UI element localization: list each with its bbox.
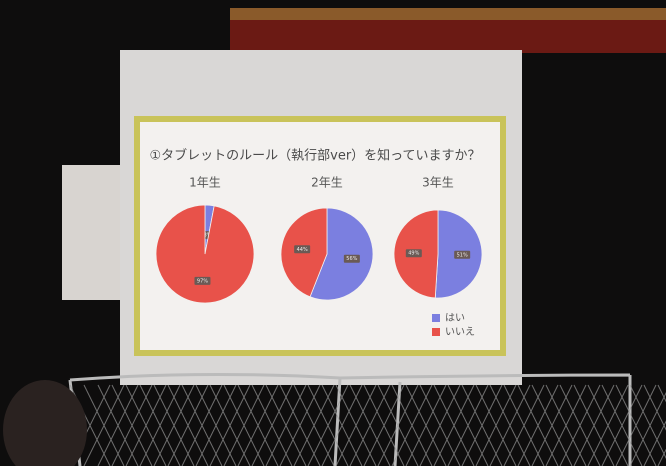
value-label: 56% [346, 256, 357, 262]
value-label: 97% [197, 278, 208, 284]
net-strand [307, 384, 349, 466]
net-strand [643, 420, 666, 466]
curtain-valance [230, 8, 666, 20]
net-strand [335, 384, 377, 466]
net [69, 384, 666, 466]
net-strand [531, 384, 573, 466]
pie-slice [155, 204, 255, 304]
net-strand [433, 384, 475, 466]
net-strand [419, 384, 461, 466]
net-strand [251, 384, 293, 466]
net-strand [391, 384, 433, 466]
net-strand [167, 384, 209, 466]
pie-title: 1年生 [189, 176, 221, 190]
value-label: 44% [297, 247, 308, 253]
head [3, 380, 87, 466]
net-strand [111, 384, 153, 466]
net-strand [517, 384, 559, 466]
net-strand [503, 384, 545, 466]
net-strand [209, 384, 251, 466]
net-strand [237, 384, 279, 466]
value-label-box [454, 250, 471, 259]
value-label-box [194, 276, 211, 285]
net-strand [489, 384, 531, 466]
net-strand [447, 384, 489, 466]
pie-title: 3年生 [422, 176, 454, 190]
value-label-box [405, 249, 422, 258]
legend-label: はい [445, 312, 465, 324]
legend-swatch [432, 328, 440, 336]
net-strand [139, 384, 181, 466]
net-strand [97, 384, 139, 466]
net-strand [265, 384, 307, 466]
net-strand [153, 384, 195, 466]
net-strand [657, 384, 666, 403]
net-strand [223, 384, 265, 466]
net-strand [349, 384, 391, 466]
net-strand [461, 384, 503, 466]
side-board [62, 165, 124, 300]
net-strand [125, 384, 167, 466]
net-strand [405, 384, 447, 466]
net-strand [615, 384, 657, 466]
pie-slice [309, 207, 374, 301]
net-strand [587, 384, 629, 466]
net-strand [601, 384, 643, 466]
net-strand [629, 391, 666, 466]
pie-title: 2年生 [311, 176, 343, 190]
slide-title: ①タブレットのルール（執行部ver）を知っていますか？ [149, 148, 480, 164]
net-strand [279, 384, 321, 466]
net-strand [657, 448, 666, 466]
net-strand [377, 384, 419, 466]
value-label: 49% [408, 251, 419, 257]
net-strand [559, 384, 601, 466]
net-strand [573, 384, 615, 466]
net-strand [181, 384, 223, 466]
value-label-box [294, 245, 311, 254]
net-strand [195, 384, 237, 466]
value-label: 3% [204, 233, 212, 239]
legend-label: いいえ [445, 326, 475, 338]
net-strand [321, 384, 363, 466]
legend-swatch [432, 314, 440, 322]
net-strand [293, 384, 335, 466]
net-strand [83, 384, 125, 466]
value-label: 51% [457, 252, 468, 258]
net-strand [475, 384, 517, 466]
net-strand [545, 384, 587, 466]
net-strand [363, 384, 405, 466]
value-label-box [343, 254, 360, 263]
